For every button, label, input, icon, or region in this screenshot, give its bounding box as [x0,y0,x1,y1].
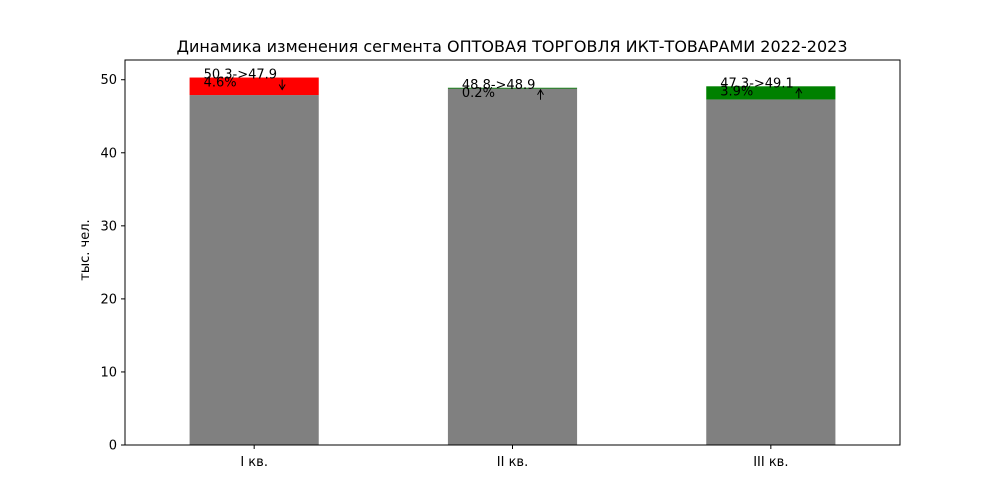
chart-title: Динамика изменения сегмента ОПТОВАЯ ТОРГ… [176,37,847,56]
bar-change-label: 50.3->47.9 [204,68,277,83]
plot-frame [124,59,901,446]
y-tick-label: 10 [100,365,117,380]
bar-change-label: 48.8->48.9 [462,78,535,93]
bar-pct-label: 3.9% [720,84,753,99]
bar-change [706,86,836,100]
x-tick-label: II кв. [497,455,528,470]
plot-area: 0 10 20 30 40 50 I кв. 50.3->47.94.6% II кв. 48.8… [100,68,836,470]
change-arrow-head [537,88,544,96]
bar-change-label: 47.3->49.1 [720,76,793,91]
y-axis-label: тыс. чел. [78,219,93,280]
bar-pct-label: 4.6% [204,76,237,91]
change-arrow-head [795,87,803,94]
y-tick-label: 0 [109,439,117,454]
bar-base [706,99,836,446]
x-tick-label: III кв. [753,455,788,470]
bar-change [447,87,578,89]
y-tick-label: 30 [100,219,117,234]
bar-base [189,95,319,446]
bar-base [447,88,578,446]
x-tick-label: I кв. [240,455,268,470]
change-arrow-head [278,84,286,91]
y-tick-label: 20 [100,292,117,307]
y-tick-label: 40 [100,146,117,161]
y-tick-label: 50 [100,73,117,88]
bar-change [189,77,319,96]
bar-pct-label: 0.2% [462,86,495,101]
